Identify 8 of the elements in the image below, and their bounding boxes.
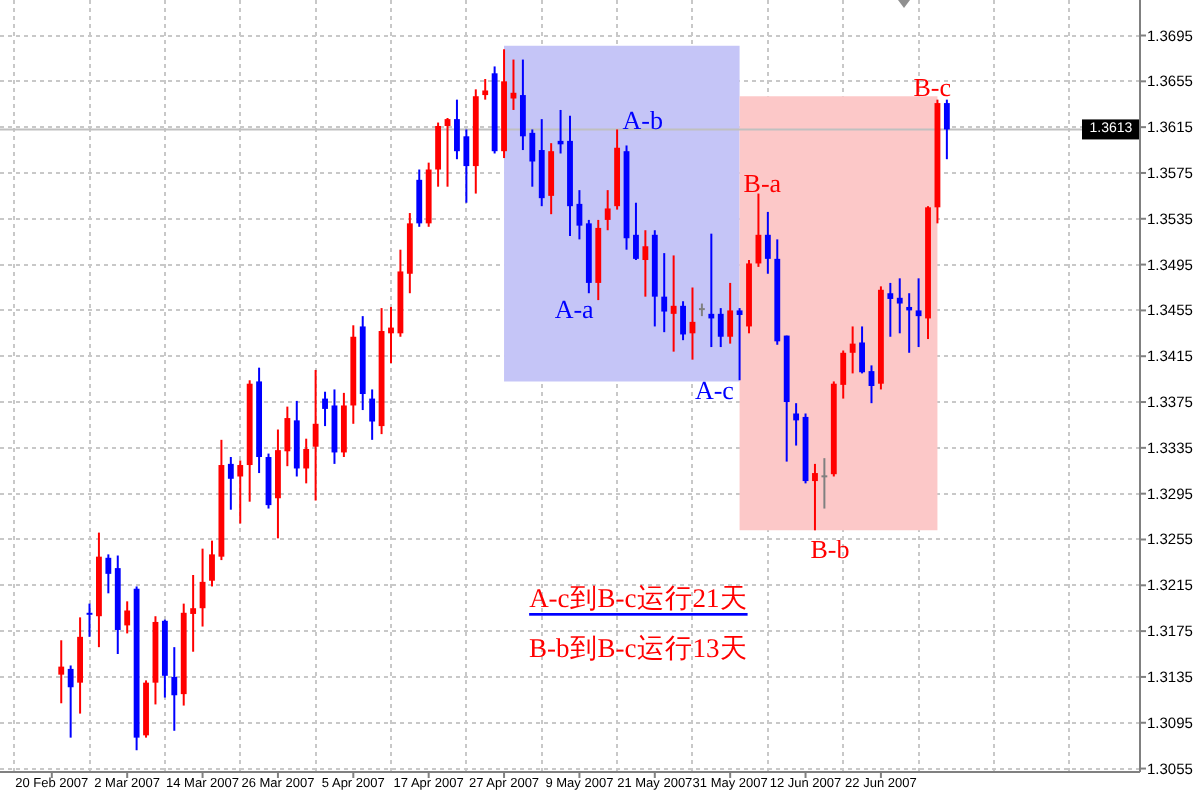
annotation: B-b	[810, 534, 850, 564]
annotation: B-c	[913, 72, 952, 102]
annotation: A-c	[694, 375, 734, 405]
annotation: A-a	[554, 294, 594, 325]
annotation: A-c到B-c运行21天	[529, 582, 748, 612]
annotation: A-b	[622, 105, 663, 135]
annotation: B-a	[743, 168, 782, 198]
annotation: B-b到B-c运行13天	[529, 633, 748, 663]
